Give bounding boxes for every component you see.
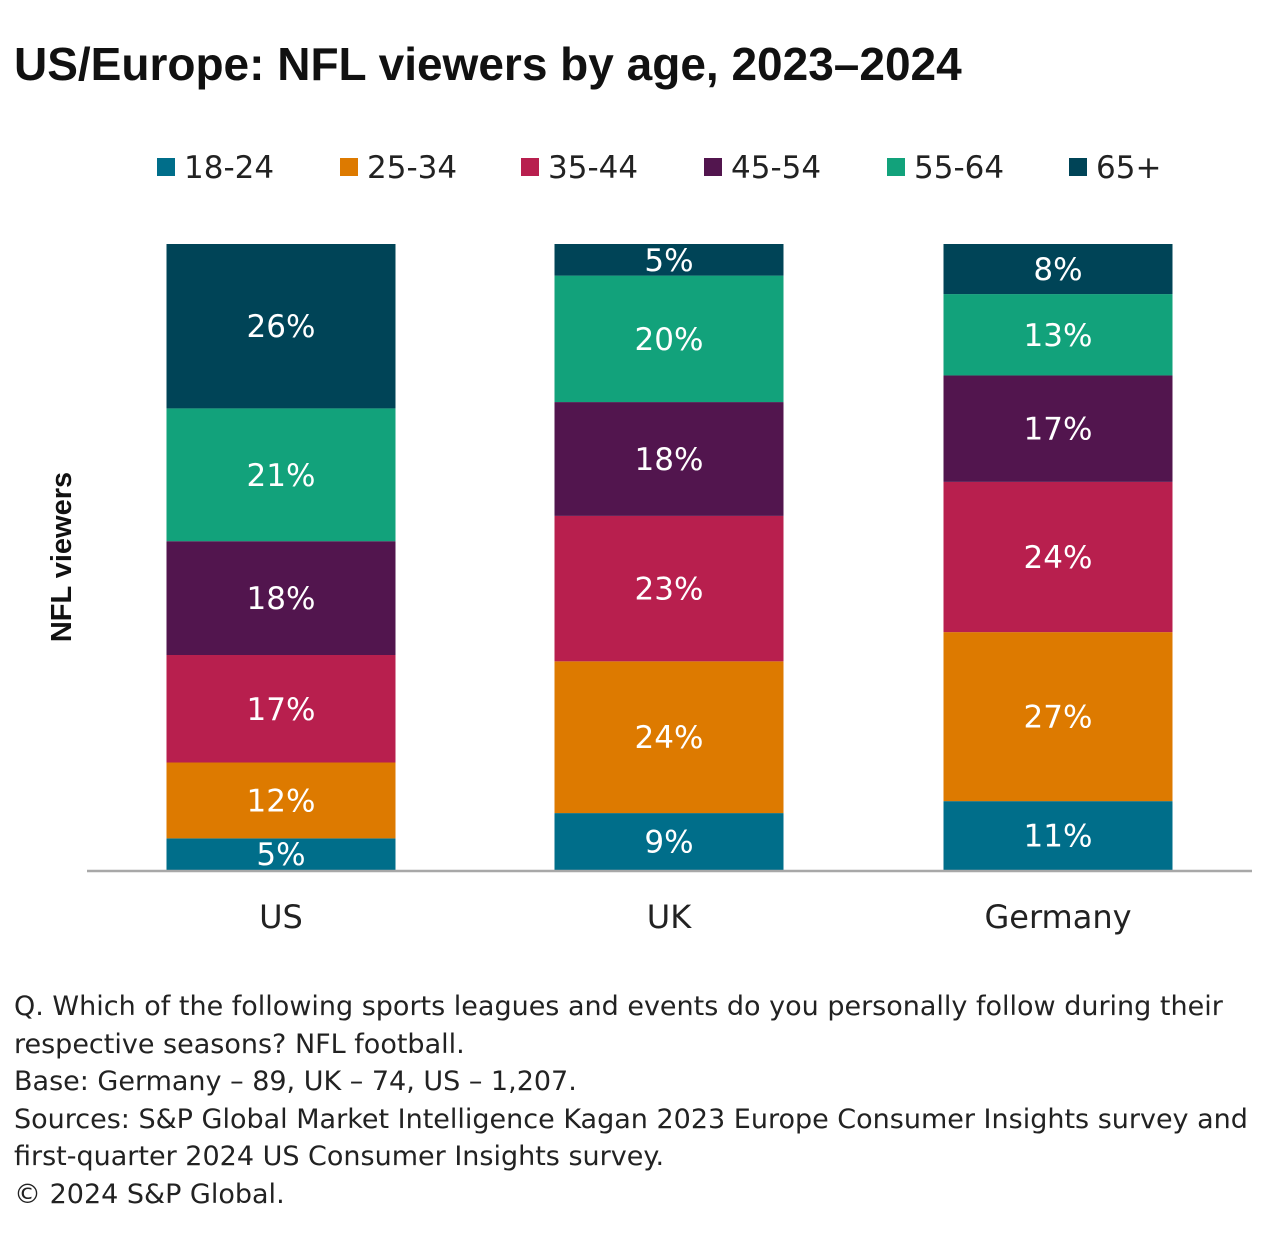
survey-base: Base: Germany – 89, UK – 74, US – 1,207. <box>14 1066 577 1097</box>
legend-label-45-54: 45-54 <box>731 150 821 186</box>
data-label-germany-45-54: 17% <box>1024 412 1093 448</box>
legend-swatch-55-64 <box>887 158 905 176</box>
data-label-uk-18-24: 9% <box>644 825 693 861</box>
data-label-us-45-54: 18% <box>247 581 316 617</box>
data-label-us-25-34: 12% <box>247 783 316 819</box>
bar-segment-germany-18-24 <box>943 801 1173 870</box>
x-tick-label-uk: UK <box>647 898 692 936</box>
data-label-germany-65: 8% <box>1033 252 1082 288</box>
legend-swatch-45-54 <box>704 158 722 176</box>
y-axis-label: NFL viewers <box>46 472 78 642</box>
x-tick-labels: US UK Germany <box>259 898 1131 936</box>
chart-title: US/Europe: NFL viewers by age, 2023–2024 <box>14 38 962 90</box>
bar-segment-us-25-34 <box>166 762 396 839</box>
bar-segment-uk-55-64 <box>554 275 784 403</box>
x-tick-label-germany: Germany <box>984 898 1131 936</box>
bar-segment-uk-25-34 <box>554 661 784 814</box>
bar-segment-germany-65 <box>943 244 1173 295</box>
data-label-uk-65: 5% <box>644 243 693 279</box>
bar-segment-germany-35-44 <box>943 481 1173 633</box>
data-label-germany-25-34: 27% <box>1024 700 1093 736</box>
data-label-uk-35-44: 23% <box>635 572 704 608</box>
sources-note: Sources: S&P Global Market Intelligence … <box>14 1103 1248 1173</box>
data-label-germany-35-44: 24% <box>1024 540 1093 576</box>
bar-segment-us-65 <box>166 244 396 409</box>
bar-segment-germany-55-64 <box>943 294 1173 376</box>
x-tick-label-us: US <box>259 898 303 936</box>
legend-label-35-44: 35-44 <box>548 150 638 186</box>
legend: 18-24 25-34 35-44 45-54 55-64 65+ <box>157 150 1161 186</box>
legend-swatch-18-24 <box>157 158 175 176</box>
data-label-uk-55-64: 20% <box>635 322 704 358</box>
legend-label-55-64: 55-64 <box>914 150 1004 186</box>
data-label-uk-25-34: 24% <box>635 720 704 756</box>
data-label-us-35-44: 17% <box>247 692 316 728</box>
legend-label-25-34: 25-34 <box>367 150 457 186</box>
data-label-us-65: 26% <box>247 309 316 345</box>
legend-label-65: 65+ <box>1096 150 1161 186</box>
bar-segment-us-18-24 <box>166 838 396 870</box>
copyright-note: © 2024 S&P Global. <box>14 1178 285 1210</box>
bar-segment-us-45-54 <box>166 541 396 656</box>
data-label-uk-45-54: 18% <box>635 442 704 478</box>
bar-segment-uk-65 <box>554 244 784 276</box>
legend-swatch-25-34 <box>340 158 358 176</box>
data-label-germany-55-64: 13% <box>1024 318 1093 354</box>
legend-swatch-65 <box>1069 158 1087 176</box>
legend-label-18-24: 18-24 <box>184 150 274 186</box>
data-label-us-55-64: 21% <box>247 458 316 494</box>
footnotes: Q. Which of the following sports leagues… <box>14 988 1264 1213</box>
stacked-bar-chart: 18-24 25-34 35-44 45-54 55-64 65+ NFL viewers… <box>46 150 1252 936</box>
data-label-germany-18-24: 11% <box>1024 819 1093 855</box>
survey-question: Q. Which of the following sports leagues… <box>14 991 1223 1060</box>
bar-segment-uk-18-24 <box>554 813 784 870</box>
bars: 5% 12% 17% 18% 21% 26% 9% 24% 23% 18% 20% 5% 11% 27% 2… <box>166 243 1173 873</box>
bar-segment-germany-45-54 <box>943 375 1173 482</box>
bar-segment-us-55-64 <box>166 408 396 542</box>
bar-segment-uk-45-54 <box>554 402 784 516</box>
bar-segment-uk-35-44 <box>554 515 784 662</box>
data-label-us-18-24: 5% <box>256 837 305 873</box>
legend-swatch-35-44 <box>521 158 539 176</box>
bar-segment-germany-25-34 <box>943 632 1173 802</box>
bar-segment-us-35-44 <box>166 655 396 763</box>
